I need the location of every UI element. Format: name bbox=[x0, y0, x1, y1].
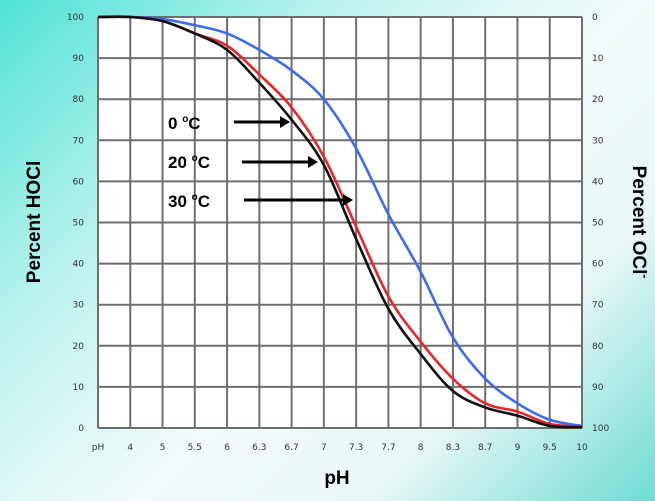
y-axis-right-title-text: Percent OCl bbox=[628, 166, 649, 275]
annotation-0c: 0 oC bbox=[168, 114, 290, 133]
x-tick-label: 5 bbox=[160, 443, 166, 453]
annotation-arrowhead-20c bbox=[308, 156, 318, 168]
annotation-0c-degree: o bbox=[182, 114, 188, 125]
annotation-0c-value: 0 bbox=[168, 114, 182, 133]
annotation-30c-degree: o bbox=[192, 192, 198, 203]
y-right-tick-label: 20 bbox=[592, 95, 604, 105]
x-tick-label: 7.7 bbox=[381, 443, 395, 453]
x-tick-label: 7.3 bbox=[349, 443, 363, 453]
x-tick-label: 10 bbox=[576, 443, 588, 453]
y-left-tick-label: 60 bbox=[73, 177, 85, 187]
x-tick-label: 6 bbox=[224, 443, 230, 453]
series-lines bbox=[97, 15, 583, 429]
annotation-0c-unit: C bbox=[188, 114, 200, 133]
y-axis-left-title: Percent HOCl bbox=[24, 161, 45, 283]
y-right-tick-label: 70 bbox=[592, 301, 604, 311]
y-axis-left-ticks: 0 10 20 30 40 50 60 70 80 90 100 bbox=[67, 13, 84, 434]
y-left-tick-label: 80 bbox=[73, 95, 85, 105]
x-tick-label: 6.7 bbox=[284, 443, 298, 453]
annotation-20c-unit: C bbox=[198, 153, 210, 172]
y-left-tick-label: 10 bbox=[73, 383, 85, 393]
x-tick-label: 5.5 bbox=[188, 443, 202, 453]
y-left-tick-label: 0 bbox=[78, 424, 84, 434]
annotation-arrowhead-0c bbox=[280, 116, 290, 128]
x-tick-label: 8.7 bbox=[478, 443, 492, 453]
x-axis-ticks: pH 4 5 5.5 6 6.3 6.7 7 7.3 7.7 8 8.3 8.7 9 9.5 10 bbox=[92, 443, 588, 453]
y-axis-right-title: Percent OCl- bbox=[628, 166, 652, 279]
annotation-20c: 20 oC bbox=[168, 153, 318, 172]
svg-text:0 oC: 0 oC bbox=[168, 114, 201, 133]
y-axis-right-title-sup: - bbox=[638, 274, 652, 278]
series-line-0 bbox=[97, 15, 583, 428]
annotation-arrowhead-30c bbox=[343, 194, 353, 206]
y-right-tick-label: 40 bbox=[592, 177, 604, 187]
x-tick-label: 9 bbox=[515, 443, 521, 453]
y-right-tick-label: 0 bbox=[592, 13, 598, 23]
annotation-30c-unit: C bbox=[198, 192, 210, 211]
y-right-tick-label: 100 bbox=[592, 424, 609, 434]
y-right-tick-label: 80 bbox=[592, 342, 604, 352]
x-tick-label: 9.5 bbox=[543, 443, 557, 453]
svg-text:30 oC: 30 oC bbox=[168, 192, 210, 211]
annotation-30c: 30 oC bbox=[168, 192, 353, 211]
x-tick-label: 8 bbox=[418, 443, 424, 453]
annotation-20c-degree: o bbox=[192, 153, 198, 164]
x-tick-label: 8.3 bbox=[446, 443, 460, 453]
annotation-30c-value: 30 bbox=[168, 192, 192, 211]
series-line-2 bbox=[97, 15, 583, 429]
y-left-tick-label: 100 bbox=[67, 13, 84, 23]
y-right-tick-label: 30 bbox=[592, 136, 604, 146]
x-axis-title: pH bbox=[324, 468, 349, 489]
x-tick-label: 4 bbox=[127, 443, 133, 453]
y-left-tick-label: 40 bbox=[73, 260, 85, 270]
y-left-tick-label: 90 bbox=[73, 54, 85, 64]
annotation-20c-value: 20 bbox=[168, 153, 192, 172]
x-tick-label: 6.3 bbox=[252, 443, 266, 453]
grid bbox=[97, 16, 583, 429]
x-tick-label: pH bbox=[92, 443, 104, 453]
y-right-tick-label: 50 bbox=[592, 219, 604, 229]
y-right-tick-label: 60 bbox=[592, 260, 604, 270]
x-tick-label: 7 bbox=[321, 443, 327, 453]
y-right-tick-label: 10 bbox=[592, 54, 604, 64]
y-left-tick-label: 30 bbox=[73, 301, 85, 311]
y-left-tick-label: 20 bbox=[73, 342, 85, 352]
y-left-tick-label: 70 bbox=[73, 136, 85, 146]
y-right-tick-label: 90 bbox=[592, 383, 604, 393]
svg-text:20 oC: 20 oC bbox=[168, 153, 210, 172]
y-left-tick-label: 50 bbox=[73, 219, 85, 229]
